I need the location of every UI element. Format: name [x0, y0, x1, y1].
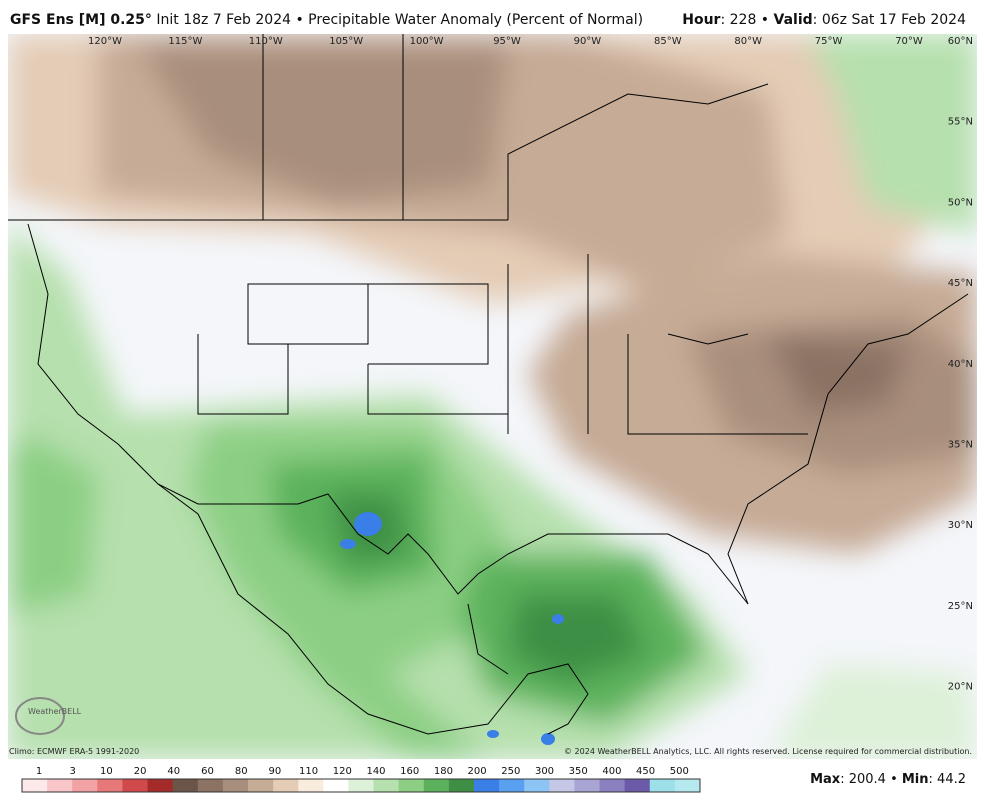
colorbar-swatch: [22, 779, 48, 792]
title-text: Init 18z 7 Feb 2024 • Precipitable Water…: [156, 12, 644, 28]
colorbar-swatch: [172, 779, 199, 792]
colorbar-swatch: [72, 779, 98, 792]
max-label: Max: [810, 772, 841, 787]
colorbar-swatch: [398, 779, 425, 792]
colorbar-label: 200: [468, 766, 487, 777]
longitude-label: 115°W: [168, 36, 202, 47]
climo: Climo: ECMWF ERA-5 1991-2020: [9, 747, 140, 756]
colorbar-label: 40: [167, 766, 180, 777]
colorbar-label: 450: [636, 766, 655, 777]
latitude-labels: 60°N 55°N 50°N 45°N 40°N 35°N 30°N 25°N 20°N: [948, 36, 973, 693]
colorbar-swatch: [323, 779, 349, 792]
latitude-label: 35°N: [948, 440, 973, 451]
colorbar-label: 180: [434, 766, 453, 777]
logo-text: WeatherBELL: [28, 707, 82, 716]
latitude-label: 60°N: [948, 36, 973, 47]
longitude-label: 85°W: [654, 36, 682, 47]
colorbar-label: 120: [333, 766, 352, 777]
hour-label: Hour: [682, 12, 721, 28]
colorbar-swatch: [574, 779, 601, 792]
colorbar-swatch: [222, 779, 249, 792]
colorbar-label: 350: [569, 766, 588, 777]
longitude-label: 105°W: [329, 36, 363, 47]
colorbar-swatch: [122, 779, 149, 792]
colorbar-frame: [21, 778, 701, 793]
max-value: : 200.4 •: [840, 772, 898, 787]
latitude-label: 20°N: [948, 682, 973, 693]
colorbar: 1 3 10 20 40 60 80 90 110 120 140 160 180 200 250 300 35…: [21, 766, 701, 793]
longitude-label: 75°W: [815, 36, 843, 47]
colorbar-swatch: [273, 779, 299, 792]
colorbar-swatch: [674, 779, 701, 792]
colorbar-swatch: [448, 779, 475, 792]
longitude-label: 120°W: [88, 36, 122, 47]
colorbar-label: 300: [535, 766, 554, 777]
colorbar-swatch: [649, 779, 676, 792]
colorbar-swatch: [47, 779, 73, 792]
colorbar-label: 110: [299, 766, 318, 777]
longitude-label: 80°W: [734, 36, 762, 47]
colorbar-swatch: [147, 779, 174, 792]
colorbar-swatch: [499, 779, 525, 792]
longitude-label: 70°W: [895, 36, 923, 47]
latitude-label: 30°N: [948, 520, 973, 531]
min-label: Min: [901, 772, 929, 787]
colorbar-swatch: [599, 779, 626, 792]
boundaries: [8, 34, 969, 735]
latitude-label: 55°N: [948, 117, 973, 128]
valid-label: Valid: [773, 12, 813, 28]
colorbar-swatch: [549, 779, 575, 792]
latitude-label: 50°N: [948, 197, 973, 208]
colorbar-swatch: [298, 779, 324, 792]
longitude-labels: 120°W 115°W 110°W 105°W 100°W 95°W 90°W 85°W 80°…: [88, 36, 923, 47]
colorbar-swatch: [474, 779, 500, 792]
colorbar-swatch: [624, 779, 651, 792]
colorbar-swatch: [348, 779, 375, 792]
valid-value: : 06z Sat 17 Feb 2024: [812, 12, 966, 28]
latitude-label: 45°N: [948, 278, 973, 289]
colorbar-label: 400: [602, 766, 621, 777]
colorbar-label: 80: [235, 766, 248, 777]
latitude-label: 25°N: [948, 601, 973, 612]
colorbar-label: 60: [201, 766, 214, 777]
colorbar-label: 140: [366, 766, 385, 777]
anomaly-field: [8, 34, 977, 759]
latitude-label: 40°N: [948, 359, 973, 370]
colorbar-label: 1: [36, 766, 42, 777]
colorbar-label: 3: [70, 766, 76, 777]
longitude-label: 100°W: [410, 36, 444, 47]
colorbar-label: 10: [100, 766, 113, 777]
colorbar-label: 90: [269, 766, 282, 777]
colorbar-label: 20: [134, 766, 147, 777]
model-name: GFS Ens [M] 0.25°: [10, 12, 152, 28]
colorbar-label: 500: [670, 766, 689, 777]
copyright: © 2024 WeatherBELL Analytics, LLC. All r…: [564, 747, 972, 756]
colorbar-swatch: [197, 779, 224, 792]
longitude-label: 110°W: [249, 36, 283, 47]
colorbar-swatch: [248, 779, 274, 792]
colorbar-swatch: [524, 779, 550, 792]
longitude-label: 90°W: [574, 36, 602, 47]
valid-time: Hour: 228 • Valid: 06z Sat 17 Feb 2024: [682, 12, 966, 28]
colorbar-label: 250: [501, 766, 520, 777]
logo: WeatherBELL: [15, 697, 82, 735]
high-anomaly: [340, 512, 564, 745]
min-value: : 44.2: [928, 772, 966, 787]
map: 120°W 115°W 110°W 105°W 100°W 95°W 90°W 85°W 80°…: [8, 34, 977, 759]
colorbar-swatch: [423, 779, 450, 792]
colorbar-swatch: [97, 779, 123, 792]
colorbar-label: 160: [400, 766, 419, 777]
hour-value: : 228 •: [720, 12, 770, 28]
longitude-label: 95°W: [493, 36, 521, 47]
title: GFS Ens [M] 0.25° Init 18z 7 Feb 2024 • …: [10, 12, 643, 28]
colorbar-swatch: [373, 779, 400, 792]
max-min: Max: 200.4 • Min: 44.2: [810, 772, 966, 787]
logo-swirl: [15, 697, 65, 735]
